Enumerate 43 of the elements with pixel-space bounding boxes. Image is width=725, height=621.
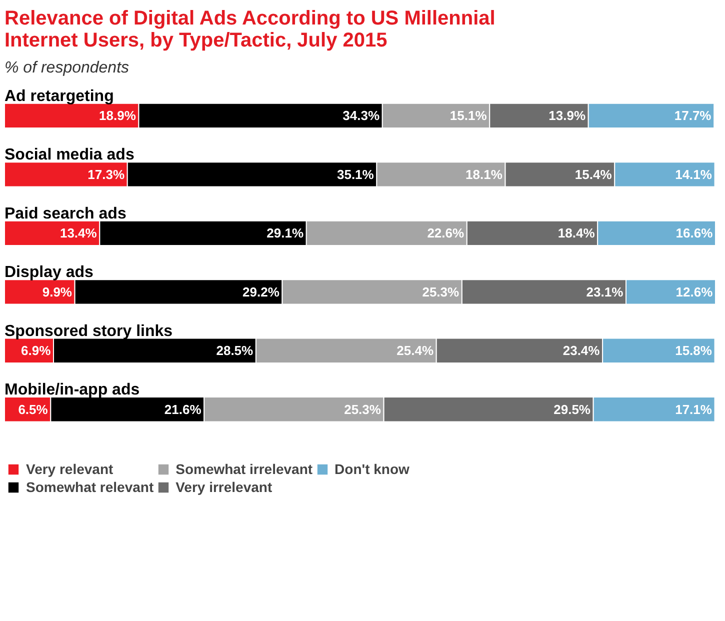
- data-label: 23.1%: [586, 284, 624, 300]
- data-label: 29.2%: [242, 284, 280, 300]
- data-label: 18.1%: [466, 166, 503, 182]
- data-label: 25.4%: [396, 343, 434, 358]
- data-label: 18.4%: [558, 226, 596, 241]
- y-tick-label: Sponsored story links: [4, 322, 173, 340]
- data-label: 15.8%: [675, 343, 712, 358]
- data-label: 25.3%: [344, 402, 382, 417]
- data-label: 6.9%: [21, 343, 52, 358]
- data-label: 34.3%: [342, 108, 380, 124]
- data-label: 23.4%: [562, 343, 600, 358]
- chart-subtitle: % of respondents: [4, 60, 130, 76]
- data-label: 35.1%: [336, 166, 374, 182]
- data-label: 17.1%: [675, 402, 712, 417]
- data-label: 22.6%: [427, 226, 464, 241]
- y-tick-label: Mobile/in-app ads: [4, 382, 140, 399]
- y-tick-label: Social media ads: [4, 146, 134, 164]
- data-label: 16.6%: [676, 226, 714, 241]
- y-tick-label: Paid search ads: [4, 205, 126, 222]
- data-label: 13.4%: [60, 226, 98, 241]
- y-tick-label: Display ads: [4, 264, 94, 282]
- data-label: 29.5%: [554, 402, 591, 417]
- data-label: 17.3%: [88, 166, 125, 182]
- data-label: 14.1%: [675, 166, 712, 182]
- data-label: 25.3%: [422, 284, 460, 300]
- data-label: 6.5%: [18, 402, 48, 417]
- chart-title: Relevance of Digital Ads According to US Millennial Internet Users, by Type/Tactic, July 2015: [4, 8, 496, 52]
- y-tick-label: Ad retargeting: [4, 88, 114, 105]
- data-label: 13.9%: [548, 108, 586, 124]
- data-label: 21.6%: [164, 402, 202, 417]
- legend-label: Don't know: [334, 461, 410, 477]
- legend-label: Very relevant: [26, 461, 114, 477]
- data-label: 18.9%: [99, 108, 136, 124]
- legend-label: Somewhat irrelevant: [176, 461, 313, 477]
- data-label: 12.6%: [676, 284, 714, 300]
- data-label: 9.9%: [42, 284, 72, 300]
- data-label: 15.4%: [574, 166, 612, 182]
- data-label: 15.1%: [450, 108, 488, 124]
- data-label: 28.5%: [216, 343, 254, 358]
- data-label: 17.7%: [674, 108, 712, 124]
- legend-label: Somewhat relevant: [26, 479, 154, 495]
- legend-label: Very irrelevant: [176, 479, 272, 495]
- data-label: 29.1%: [266, 226, 304, 241]
